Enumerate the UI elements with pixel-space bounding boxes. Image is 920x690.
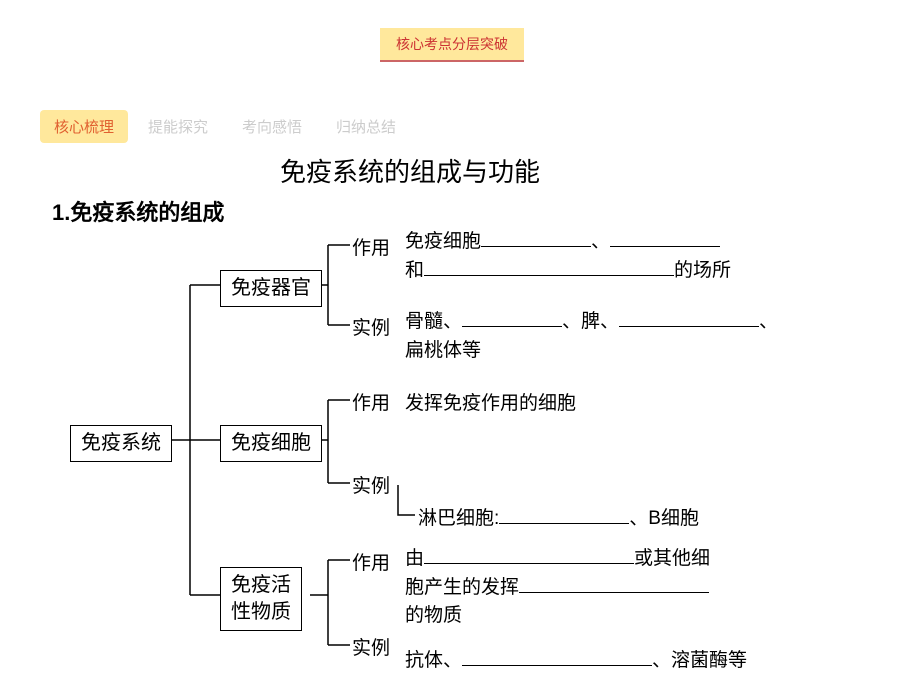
subtitle-text: 免疫系统的组成 — [70, 200, 224, 225]
cell-role-text: 发挥免疫作用的细胞 — [405, 388, 576, 415]
subtitle-num: 1. — [52, 200, 70, 225]
sub-ex-p1: 抗体、 — [405, 650, 462, 671]
node-cell: 免疫细胞 — [220, 425, 322, 462]
sub-role-l3: 的物质 — [405, 605, 462, 626]
tab-core[interactable]: 核心梳理 — [40, 110, 128, 143]
page-title: 免疫系统的组成与功能 — [280, 152, 540, 189]
tab-explore[interactable]: 提能探究 — [134, 110, 222, 143]
cell-role-tag: 作用 — [352, 388, 390, 415]
tab-bar: 核心梳理 提能探究 考向感悟 归纳总结 — [40, 110, 410, 143]
organ-ex-tag: 实例 — [352, 313, 390, 340]
organ-ex-l2: 扁桃体等 — [405, 340, 481, 361]
section-subtitle: 1.免疫系统的组成 — [52, 195, 224, 227]
sub-role-s1: 或其他细 — [634, 548, 710, 569]
sub-role-tag: 作用 — [352, 548, 390, 575]
header-badge: 核心考点分层突破 — [380, 28, 524, 62]
cell-ex-p1: 淋巴细胞: — [418, 508, 499, 529]
cell-ex-suf: 、B细胞 — [629, 508, 699, 529]
organ-role-p1: 免疫细胞 — [405, 231, 481, 252]
node-substance: 免疫活 性物质 — [220, 567, 302, 631]
tab-summary[interactable]: 归纳总结 — [322, 110, 410, 143]
sub-ex-tag: 实例 — [352, 633, 390, 660]
sub-role-l2: 胞产生的发挥 — [405, 577, 519, 598]
organ-ex-p1: 骨髓、 — [405, 311, 462, 332]
organ-ex-mid: 、脾、 — [562, 311, 619, 332]
tree-diagram: 免疫系统 免疫器官 免疫细胞 免疫活 性物质 作用 免疫细胞、 和的场所 实例 … — [60, 225, 880, 675]
organ-role-suf: 的场所 — [674, 260, 731, 281]
sub-ex-suf: 、溶菌酶等 — [652, 650, 747, 671]
tab-exam[interactable]: 考向感悟 — [228, 110, 316, 143]
organ-role-p2: 和 — [405, 260, 424, 281]
organ-role-tag: 作用 — [352, 233, 390, 260]
node-root: 免疫系统 — [70, 425, 172, 462]
node-organ: 免疫器官 — [220, 270, 322, 307]
sub-role-p1: 由 — [405, 548, 424, 569]
organ-role-mid: 、 — [591, 231, 610, 252]
cell-ex-tag: 实例 — [352, 471, 390, 498]
